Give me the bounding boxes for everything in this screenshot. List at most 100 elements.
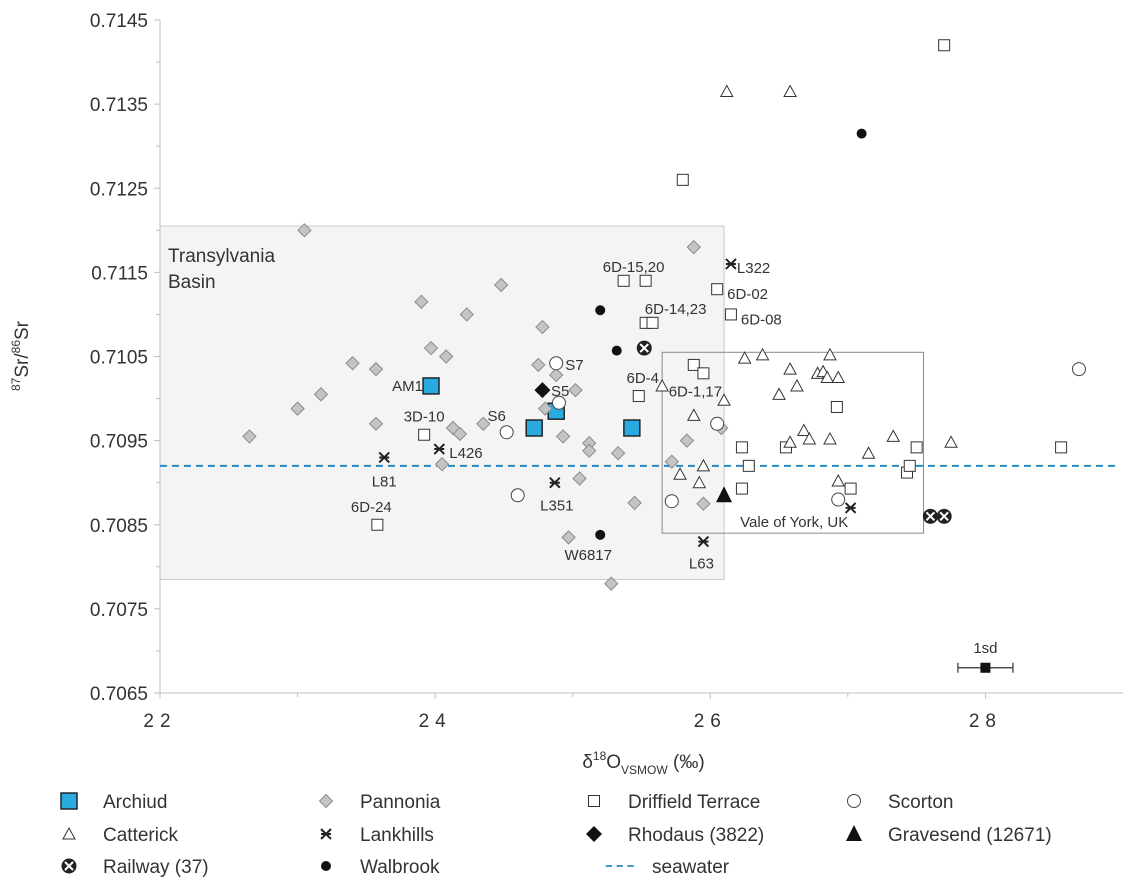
y-tick-label: 0.7145 [90, 11, 148, 32]
legend-marker-gravesend-12671 [846, 825, 862, 841]
point-label-6d-15-20: 6D-15,20 [603, 259, 665, 276]
point-pannonia [610, 446, 626, 461]
point-catterick [755, 347, 770, 361]
point-catterick [831, 473, 846, 487]
legend-marker-lankhills [320, 828, 332, 840]
point-pannonia [582, 443, 597, 458]
point-catterick [737, 351, 752, 364]
point-scorton [499, 425, 514, 440]
legend-item-gravesend-12671: Gravesend (12671) [846, 825, 1052, 846]
legend-marker-walbrook [321, 861, 331, 871]
point-railway-37 [922, 508, 938, 524]
point-lankhills [549, 476, 561, 489]
point-walbrook [611, 345, 622, 356]
legend-marker-pannonia [318, 793, 334, 809]
point-pannonia [604, 576, 619, 591]
legend-label-scorton: Scorton [888, 792, 953, 813]
region-label-vale-of-york-uk: Vale of York, UK [740, 514, 848, 531]
point-pannonia [561, 530, 576, 545]
point-scorton [551, 395, 566, 410]
legend-item-walbrook: Walbrook [321, 857, 440, 878]
point-pannonia [679, 433, 695, 448]
annotations-layer: AM1 3D-10 L426 L81 6D-24 S7 S5 S6 L351 W6817 L63 6D… [351, 259, 998, 657]
point-driffield-terrace [844, 482, 857, 495]
point-catterick [783, 435, 797, 448]
point-pannonia [242, 429, 257, 444]
point-driffield-terrace [632, 390, 645, 403]
point-scorton [710, 416, 725, 431]
point-gravesend-12671 [716, 486, 733, 503]
x-tick-label: 28 [969, 711, 1002, 732]
point-catterick [886, 429, 901, 442]
point-scorton [664, 494, 679, 509]
point-driffield-terrace [938, 39, 951, 52]
region-vale-of-york-uk [661, 351, 925, 534]
point-pannonia [531, 357, 546, 373]
legend-item-lankhills: Lankhills [320, 825, 434, 846]
point-pannonia [493, 277, 509, 293]
point-pannonia [568, 382, 583, 398]
point-label-6d-1-17: 6D-1,17 [669, 383, 722, 400]
legend-item-catterick: Catterick [62, 825, 178, 846]
point-pannonia [345, 356, 360, 371]
legend-marker-catterick [62, 826, 76, 840]
point-catterick [772, 387, 786, 400]
point-label-3d-10: 3D-10 [404, 409, 445, 426]
region-transylvania-basin [159, 225, 725, 580]
point-driffield-terrace [910, 441, 923, 454]
point-archiud [525, 419, 543, 437]
legend-label-driffield-terrace: Driffield Terrace [628, 792, 760, 813]
point-pannonia [535, 319, 550, 335]
point-catterick [783, 362, 797, 375]
legend-item-railway-37: Railway (37) [61, 857, 209, 878]
point-pannonia [313, 387, 329, 402]
legend-label-railway-37: Railway (37) [103, 857, 209, 878]
point-catterick [861, 446, 876, 459]
point-walbrook [595, 529, 606, 540]
y-tick-label: 0.7105 [90, 348, 148, 369]
legend-marker-scorton [847, 794, 861, 808]
point-label-l63: L63 [689, 556, 714, 573]
point-catterick [655, 378, 669, 392]
point-pannonia [423, 340, 439, 356]
point-catterick [796, 423, 811, 437]
point-catterick [944, 435, 958, 448]
point-driffield-terrace [742, 459, 755, 472]
point-catterick [717, 393, 731, 406]
legend-marker-driffield-terrace [588, 795, 600, 807]
point-pannonia [438, 349, 454, 364]
point-catterick [673, 467, 687, 480]
y-tick-label: 0.7085 [90, 516, 148, 537]
point-pannonia [627, 495, 642, 511]
point-driffield-terrace [418, 428, 431, 441]
legend-label-pannonia: Pannonia [360, 792, 441, 813]
point-catterick [692, 475, 707, 489]
point-driffield-terrace [711, 283, 724, 296]
point-pannonia [452, 426, 468, 442]
point-driffield-terrace [676, 173, 689, 186]
point-walbrook [595, 305, 606, 316]
regions-layer: Transylvania Basin Vale of York, UK [159, 225, 925, 580]
point-pannonia [555, 429, 571, 444]
point-walbrook [856, 128, 867, 139]
point-lankhills [697, 535, 710, 548]
point-railway-37 [636, 340, 652, 356]
point-catterick [823, 431, 837, 445]
point-railway-37 [936, 508, 952, 524]
point-pannonia [696, 496, 711, 511]
y-tick-label: 0.7125 [90, 179, 148, 200]
error-bar-1sd [957, 662, 1014, 673]
point-driffield-terrace [639, 274, 652, 287]
legend-marker-archiud [60, 792, 78, 810]
point-pannonia [297, 223, 312, 238]
point-catterick [831, 370, 846, 384]
point-driffield-terrace [687, 358, 700, 371]
x-tick-label: 22 [143, 711, 176, 732]
point-catterick [820, 370, 835, 384]
point-label-l322: L322 [737, 260, 770, 277]
point-label-6d-08: 6D-08 [741, 311, 782, 328]
point-lankhills [433, 443, 445, 455]
legend-label-archiud: Archiud [103, 792, 167, 813]
point-driffield-terrace [1055, 441, 1068, 454]
